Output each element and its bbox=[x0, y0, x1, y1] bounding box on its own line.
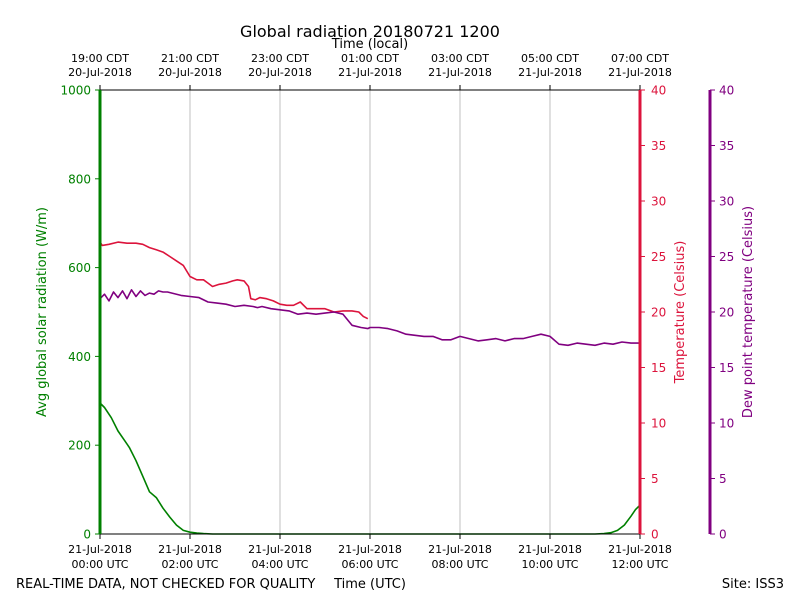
y-tick-label-temperature: 5 bbox=[651, 472, 659, 486]
top-tick-label-time: 19:00 CDT bbox=[71, 52, 129, 65]
top-tick-label-date: 20-Jul-2018 bbox=[158, 66, 222, 79]
y-tick-label-temperature: 25 bbox=[651, 250, 666, 264]
y-tick-label-radiation: 600 bbox=[68, 261, 91, 275]
x-tick-label-date: 21-Jul-2018 bbox=[158, 543, 222, 556]
y-tick-label-dewpoint: 25 bbox=[719, 250, 734, 264]
top-tick-label-date: 21-Jul-2018 bbox=[518, 66, 582, 79]
y-tick-label-radiation: 1000 bbox=[60, 84, 91, 98]
x-tick-label-date: 21-Jul-2018 bbox=[428, 543, 492, 556]
top-tick-label-time: 03:00 CDT bbox=[431, 52, 489, 65]
y-tick-label-temperature: 0 bbox=[651, 528, 659, 542]
x-tick-label-date: 21-Jul-2018 bbox=[518, 543, 582, 556]
y-tick-label-temperature: 15 bbox=[651, 361, 666, 375]
dewpoint-series-line bbox=[99, 288, 640, 347]
y-tick-label-dewpoint: 35 bbox=[719, 139, 734, 153]
x-tick-label-time: 06:00 UTC bbox=[341, 558, 398, 571]
y-tick-label-temperature: 20 bbox=[651, 306, 666, 320]
x-tick-label-time: 02:00 UTC bbox=[161, 558, 218, 571]
x-tick-label-date: 21-Jul-2018 bbox=[68, 543, 132, 556]
x-tick-label-time: 04:00 UTC bbox=[251, 558, 308, 571]
y-tick-label-temperature: 30 bbox=[651, 195, 666, 209]
temperature-series-line bbox=[99, 241, 369, 320]
y-tick-label-temperature: 10 bbox=[651, 417, 666, 431]
x-tick-label-date: 21-Jul-2018 bbox=[338, 543, 402, 556]
top-tick-label-time: 07:00 CDT bbox=[611, 52, 669, 65]
x-tick-label-date: 21-Jul-2018 bbox=[608, 543, 672, 556]
y-tick-label-dewpoint: 0 bbox=[719, 528, 727, 542]
top-tick-label-time: 01:00 CDT bbox=[341, 52, 399, 65]
series-layer bbox=[99, 241, 641, 535]
y-axis-label-radiation: Avg global solar radiation (W/m) bbox=[35, 207, 50, 417]
chart-title: Global radiation 20180721 1200 bbox=[240, 22, 500, 41]
y-tick-label-radiation: 400 bbox=[68, 350, 91, 364]
y-tick-label-dewpoint: 5 bbox=[719, 472, 727, 486]
x-tick-label-time: 08:00 UTC bbox=[431, 558, 488, 571]
x-tick-label-time: 12:00 UTC bbox=[611, 558, 668, 571]
top-tick-label-date: 21-Jul-2018 bbox=[428, 66, 492, 79]
top-tick-label-date: 20-Jul-2018 bbox=[68, 66, 132, 79]
top-tick-label-date: 21-Jul-2018 bbox=[608, 66, 672, 79]
x-tick-label-time: 10:00 UTC bbox=[521, 558, 578, 571]
y-tick-label-temperature: 40 bbox=[651, 84, 666, 98]
grid-lines bbox=[189, 90, 551, 534]
y-tick-label-dewpoint: 10 bbox=[719, 417, 734, 431]
footer-site: Site: ISS3 bbox=[722, 577, 784, 592]
y-tick-label-temperature: 35 bbox=[651, 139, 666, 153]
top-tick-label-date: 21-Jul-2018 bbox=[338, 66, 402, 79]
x-axis-label: Time (UTC) bbox=[333, 577, 406, 592]
y-tick-label-radiation: 0 bbox=[83, 528, 91, 542]
y-tick-label-radiation: 200 bbox=[68, 439, 91, 453]
y-tick-label-dewpoint: 15 bbox=[719, 361, 734, 375]
top-tick-label-date: 20-Jul-2018 bbox=[248, 66, 312, 79]
x-tick-label-time: 00:00 UTC bbox=[71, 558, 128, 571]
top-tick-label-time: 05:00 CDT bbox=[521, 52, 579, 65]
y-axis-label-temperature: Temperature (Celsius) bbox=[673, 241, 688, 385]
top-axis-label: Time (local) bbox=[331, 37, 408, 52]
top-tick-label-time: 23:00 CDT bbox=[251, 52, 309, 65]
y-tick-label-radiation: 800 bbox=[68, 172, 91, 186]
axes-layer: 21-Jul-2018 00:00 UTC 21-Jul-2018 02:00 UTC… bbox=[60, 52, 734, 571]
y-tick-label-dewpoint: 20 bbox=[719, 306, 734, 320]
x-tick-label-date: 21-Jul-2018 bbox=[248, 543, 312, 556]
y-axis-label-dewpoint: Dew point temperature (Celsius) bbox=[741, 206, 756, 418]
top-tick-label-time: 21:00 CDT bbox=[161, 52, 219, 65]
y-tick-label-dewpoint: 40 bbox=[719, 84, 734, 98]
radiation-series-line bbox=[99, 402, 641, 535]
footer-quality-note: REAL-TIME DATA, NOT CHECKED FOR QUALITY bbox=[16, 577, 315, 592]
y-tick-label-dewpoint: 30 bbox=[719, 195, 734, 209]
